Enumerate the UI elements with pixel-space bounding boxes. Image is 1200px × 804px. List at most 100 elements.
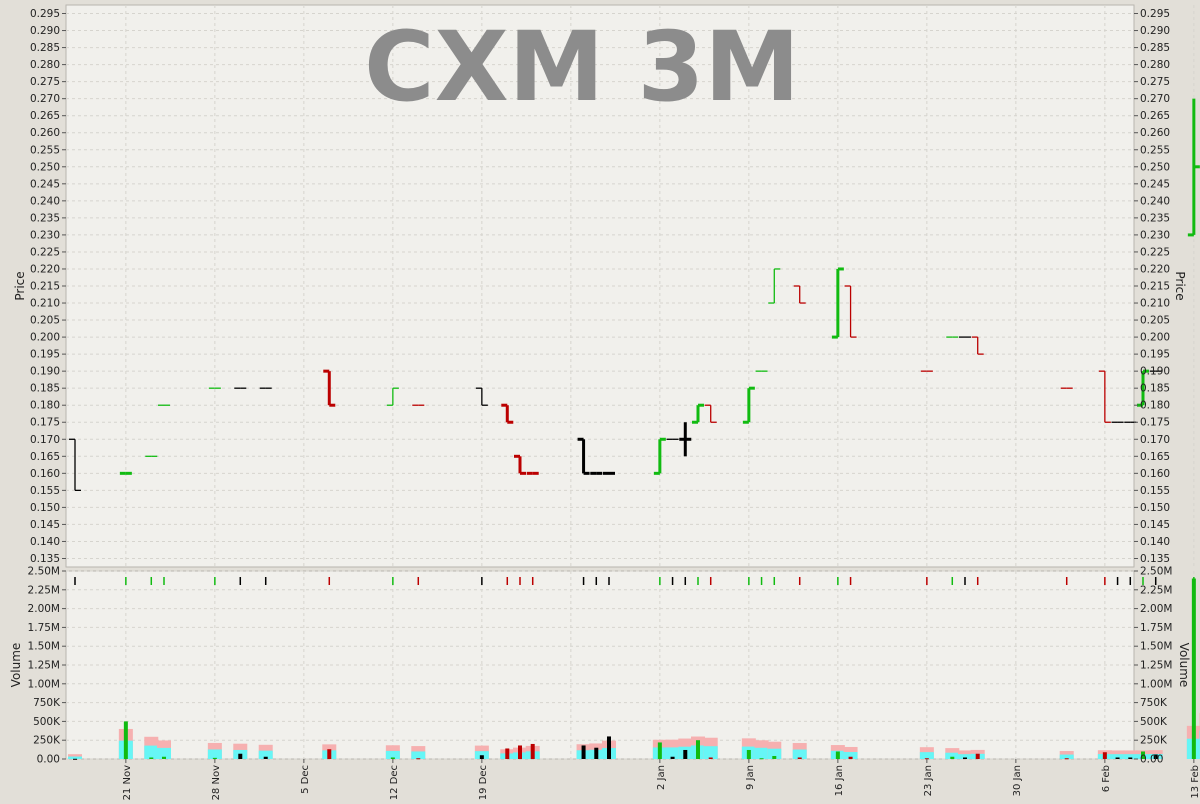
volume-bar	[149, 757, 153, 759]
price-tick-label-left: 0.205	[30, 315, 60, 327]
volume-average-band-low	[68, 757, 82, 759]
price-tick-label-right: 0.170	[1140, 434, 1170, 446]
price-axis-label-left: Price	[13, 271, 27, 300]
volume-bar	[531, 744, 535, 759]
volume-bar	[1128, 757, 1132, 759]
price-tick-label-right: 0.245	[1140, 178, 1170, 190]
volume-bar	[1103, 752, 1107, 759]
price-tick-label-right: 0.260	[1140, 127, 1170, 139]
price-tick-label-right: 0.175	[1140, 417, 1170, 429]
date-tick-label: 23 Jan	[923, 765, 934, 796]
volume-tick-label-right: 750K	[1140, 697, 1168, 709]
volume-bar	[162, 757, 166, 759]
volume-tick-label-left: 1.75M	[28, 622, 60, 634]
price-tick-label-right: 0.255	[1140, 144, 1170, 156]
price-tick-label-left: 0.190	[30, 366, 60, 378]
price-tick-label-left: 0.220	[30, 263, 60, 275]
volume-tick-label-right: 2.00M	[1140, 603, 1172, 615]
volume-tick-label-left: 500K	[33, 716, 61, 728]
volume-tick-label-left: 1.50M	[28, 641, 60, 653]
volume-tick-label-left: 2.50M	[28, 566, 60, 578]
date-tick-label: 2 Jan	[656, 765, 667, 790]
price-tick-label-left: 0.175	[30, 417, 60, 429]
price-tick-label-right: 0.220	[1140, 263, 1170, 275]
volume-tick-label-left: 0.00	[37, 754, 60, 766]
volume-average-band-low	[411, 751, 425, 759]
price-tick-label-right: 0.185	[1140, 383, 1170, 395]
price-tick-label-right: 0.215	[1140, 281, 1170, 293]
price-tick-label-left: 0.155	[30, 485, 60, 497]
price-tick-label-left: 0.235	[30, 212, 60, 224]
volume-bar	[518, 745, 522, 759]
price-tick-label-right: 0.150	[1140, 502, 1170, 514]
volume-bar	[505, 748, 509, 759]
price-tick-label-left: 0.230	[30, 229, 60, 241]
volume-bar	[696, 740, 700, 759]
volume-bar	[950, 757, 954, 759]
volume-bar	[747, 750, 751, 759]
volume-bar	[963, 757, 967, 759]
price-tick-label-left: 0.215	[30, 281, 60, 293]
price-tick-label-left: 0.165	[30, 451, 60, 463]
price-tick-label-left: 0.170	[30, 434, 60, 446]
volume-tick-label-right: 1.75M	[1140, 622, 1172, 634]
date-tick-label: 5 Dec	[300, 765, 311, 794]
volume-bar	[213, 758, 217, 759]
price-tick-label-right: 0.190	[1140, 366, 1170, 378]
date-tick-label: 12 Dec	[389, 765, 400, 800]
price-tick-label-right: 0.155	[1140, 485, 1170, 497]
date-tick-label: 16 Jan	[834, 765, 845, 796]
price-tick-label-left: 0.140	[30, 536, 60, 548]
price-tick-label-right: 0.200	[1140, 332, 1170, 344]
volume-tick-label-right: 250K	[1140, 735, 1168, 747]
price-tick-label-right: 0.250	[1140, 161, 1170, 173]
volume-bar	[264, 757, 268, 759]
price-tick-label-left: 0.225	[30, 246, 60, 258]
volume-bar	[607, 736, 611, 759]
date-tick-label: 19 Dec	[478, 765, 489, 800]
price-tick-label-right: 0.135	[1140, 553, 1170, 565]
volume-bar	[849, 757, 853, 759]
price-tick-label-left: 0.260	[30, 127, 60, 139]
volume-average-band-low	[144, 746, 158, 759]
price-tick-label-right: 0.275	[1140, 76, 1170, 88]
volume-bar	[124, 721, 128, 759]
price-tick-label-left: 0.135	[30, 553, 60, 565]
price-tick-label-right: 0.295	[1140, 8, 1170, 20]
volume-average-band-low	[920, 752, 934, 759]
price-tick-label-right: 0.145	[1140, 519, 1170, 531]
price-tick-label-left: 0.240	[30, 195, 60, 207]
price-tick-label-left: 0.150	[30, 502, 60, 514]
volume-tick-label-right: 2.50M	[1140, 566, 1172, 578]
price-tick-label-left: 0.180	[30, 400, 60, 412]
price-tick-label-left: 0.290	[30, 25, 60, 37]
volume-bar	[1116, 757, 1120, 759]
volume-bar	[1065, 758, 1069, 759]
volume-bar	[671, 757, 675, 759]
volume-bar	[327, 749, 331, 759]
price-tick-label-left: 0.265	[30, 110, 60, 122]
volume-bar	[416, 758, 420, 759]
volume-axis-label-left: Volume	[9, 643, 23, 688]
price-tick-label-left: 0.285	[30, 42, 60, 54]
volume-bar	[798, 757, 802, 759]
volume-bar	[976, 754, 980, 759]
volume-bar	[391, 757, 395, 759]
price-tick-label-right: 0.225	[1140, 246, 1170, 258]
volume-bar	[582, 745, 586, 759]
volume-tick-label-right: 1.25M	[1140, 660, 1172, 672]
volume-bar	[658, 742, 662, 759]
price-tick-label-left: 0.200	[30, 332, 60, 344]
volume-bar	[760, 758, 764, 759]
volume-bar	[709, 757, 713, 759]
volume-tick-label-right: 2.25M	[1140, 584, 1172, 596]
price-tick-label-left: 0.280	[30, 59, 60, 71]
price-tick-label-right: 0.285	[1140, 42, 1170, 54]
volume-average-band-low	[208, 749, 222, 759]
volume-tick-label-left: 2.00M	[28, 603, 60, 615]
price-axis-label-right: Price	[1173, 271, 1187, 300]
volume-bar	[73, 759, 77, 760]
price-tick-label-right: 0.230	[1140, 229, 1170, 241]
volume-bar	[683, 750, 687, 759]
